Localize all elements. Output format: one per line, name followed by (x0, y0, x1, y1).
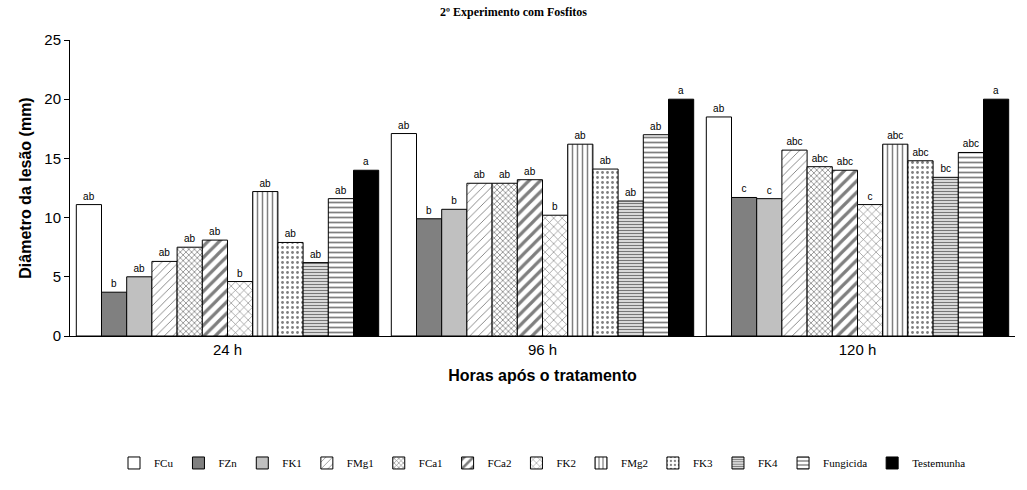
svg-text:15: 15 (44, 150, 61, 167)
svg-text:a: a (993, 85, 999, 96)
svg-text:25: 25 (44, 31, 61, 48)
svg-text:a: a (363, 156, 369, 167)
svg-text:abc: abc (812, 153, 828, 164)
svg-text:FZn: FZn (218, 457, 237, 469)
svg-text:ab: ab (209, 226, 221, 237)
svg-text:Fungicida: Fungicida (823, 457, 867, 469)
svg-text:b: b (111, 278, 117, 289)
svg-text:a: a (678, 85, 684, 96)
svg-text:Diâmetro da lesão (mm): Diâmetro da lesão (mm) (17, 97, 34, 278)
svg-text:FK3: FK3 (693, 457, 713, 469)
svg-text:FCa1: FCa1 (419, 457, 443, 469)
svg-text:120 h: 120 h (839, 341, 877, 358)
svg-text:ab: ab (650, 121, 662, 132)
svg-text:ab: ab (625, 187, 637, 198)
svg-text:FMg1: FMg1 (347, 457, 374, 469)
svg-text:abc: abc (837, 156, 853, 167)
svg-text:ab: ab (159, 247, 171, 258)
svg-text:5: 5 (53, 268, 61, 285)
svg-text:FCa2: FCa2 (488, 457, 512, 469)
svg-text:FMg2: FMg2 (621, 457, 648, 469)
svg-text:10: 10 (44, 209, 61, 226)
svg-text:FK2: FK2 (556, 457, 576, 469)
svg-text:FCu: FCu (154, 457, 173, 469)
svg-text:abc: abc (887, 130, 903, 141)
svg-text:ab: ab (524, 166, 536, 177)
svg-text:20: 20 (44, 90, 61, 107)
svg-text:Testemunha: Testemunha (912, 457, 965, 469)
svg-text:ab: ab (285, 228, 297, 239)
svg-text:2º Experimento com Fosfitos: 2º Experimento com Fosfitos (440, 5, 587, 19)
svg-text:Horas após o tratamento: Horas após o tratamento (448, 367, 637, 384)
svg-text:ab: ab (398, 120, 410, 131)
svg-text:b: b (552, 201, 558, 212)
svg-text:ab: ab (575, 130, 587, 141)
svg-text:c: c (742, 183, 747, 194)
svg-text:b: b (426, 205, 432, 216)
svg-text:24 h: 24 h (213, 341, 242, 358)
svg-text:ab: ab (134, 263, 146, 274)
svg-text:FK4: FK4 (758, 457, 778, 469)
svg-text:96 h: 96 h (528, 341, 557, 358)
svg-text:c: c (767, 185, 772, 196)
svg-text:FK1: FK1 (282, 457, 302, 469)
svg-text:abc: abc (912, 147, 928, 158)
svg-text:ab: ab (713, 103, 725, 114)
svg-text:ab: ab (310, 249, 322, 260)
svg-text:abc: abc (963, 138, 979, 149)
svg-text:ab: ab (260, 178, 272, 189)
svg-text:ab: ab (335, 185, 347, 196)
svg-text:0: 0 (53, 327, 61, 344)
svg-text:ab: ab (600, 155, 612, 166)
svg-text:ab: ab (184, 233, 196, 244)
svg-text:ab: ab (83, 191, 95, 202)
svg-text:abc: abc (786, 136, 802, 147)
svg-text:ab: ab (474, 169, 486, 180)
svg-text:ab: ab (499, 169, 511, 180)
svg-text:c: c (868, 191, 873, 202)
svg-text:b: b (451, 195, 457, 206)
svg-text:b: b (237, 268, 243, 279)
svg-text:bc: bc (940, 163, 951, 174)
